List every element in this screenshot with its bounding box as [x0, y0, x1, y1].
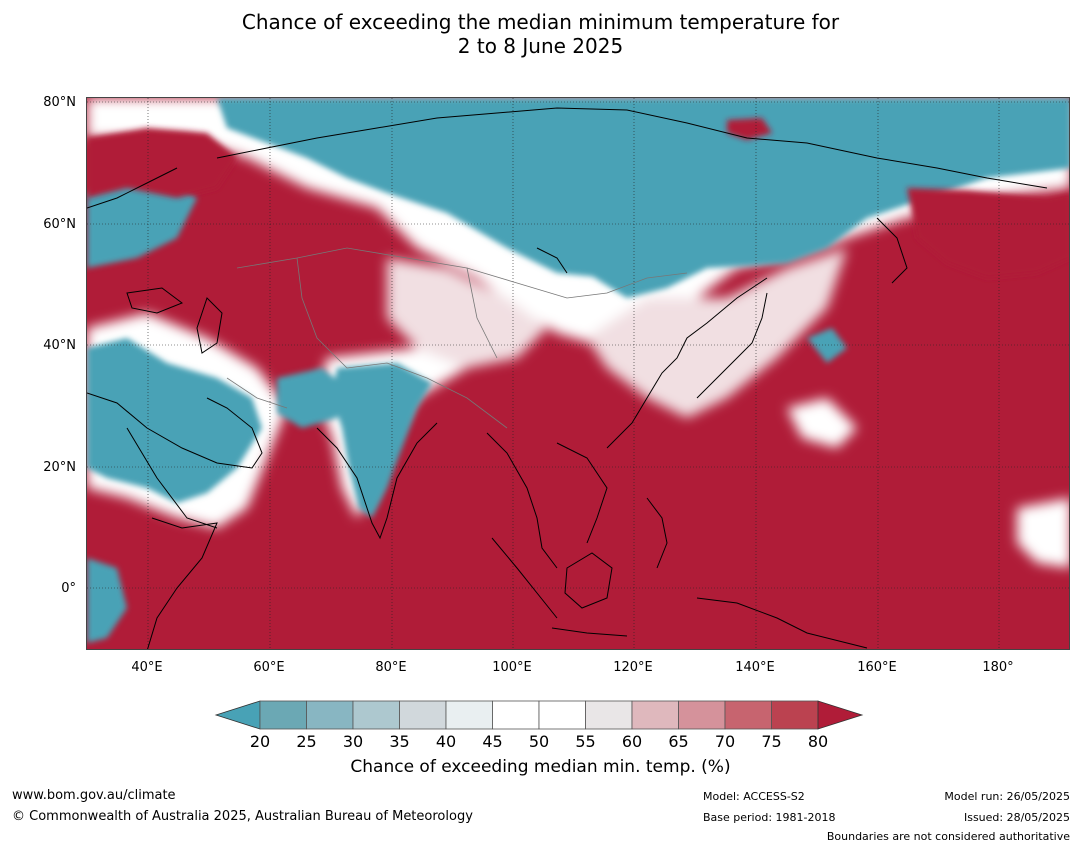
footer-issued: Issued: 28/05/2025	[963, 811, 1070, 824]
colorbar-segment	[259, 700, 307, 730]
colorbar-tick-label: 70	[714, 732, 736, 751]
colorbar	[214, 700, 864, 730]
colorbar-segment	[678, 700, 726, 730]
colorbar-tick-label: 65	[668, 732, 689, 751]
colorbar-segment	[399, 700, 447, 730]
below-median-regions	[87, 98, 1069, 643]
colorbar-segment	[771, 700, 819, 730]
lon-label-80e: 80°E	[375, 660, 407, 675]
lat-label-60n: 60°N	[43, 217, 76, 232]
colorbar-segment	[631, 700, 679, 730]
lon-label-160e: 160°E	[857, 660, 897, 675]
lon-label-40e: 40°E	[131, 660, 163, 675]
colorbar-tick-label: 60	[621, 732, 643, 751]
map-canvas	[87, 98, 1069, 649]
colorbar-segment	[585, 700, 633, 730]
lon-label-100e: 100°E	[492, 660, 532, 675]
lat-label-40n: 40°N	[43, 338, 76, 353]
colorbar-segment	[306, 700, 354, 730]
title-line-1: Chance of exceeding the median minimum t…	[241, 10, 840, 34]
lat-label-80n: 80°N	[43, 95, 76, 110]
colorbar-segment	[352, 700, 400, 730]
colorbar-segment	[492, 700, 540, 730]
lon-label-120e: 120°E	[613, 660, 653, 675]
colorbar-tick-label: 45	[482, 732, 503, 751]
coastlines	[87, 107, 1048, 649]
colorbar-tick-label: 40	[435, 732, 457, 751]
footer-copyright: © Commonwealth of Australia 2025, Austra…	[12, 809, 473, 824]
footer-model: Model: ACCESS-S2	[703, 790, 805, 803]
footer-model-run: Model run: 26/05/2025	[944, 790, 1070, 803]
colorbar-tick-label: 75	[761, 732, 782, 751]
colorbar-tick-label: 50	[528, 732, 550, 751]
colorbar-extend-high	[817, 700, 864, 730]
colorbar-segment	[445, 700, 493, 730]
colorbar-tick-label: 25	[296, 732, 317, 751]
colorbar-label: Chance of exceeding median min. temp. (%…	[350, 757, 731, 777]
colorbar-tick-label: 20	[249, 732, 271, 751]
footer-base-period: Base period: 1981-2018	[703, 811, 836, 824]
colorbar-segment	[538, 700, 586, 730]
colorbar-segment	[724, 700, 772, 730]
title-line-2: 2 to 8 June 2025	[457, 34, 624, 58]
borders	[226, 247, 688, 429]
colorbar-tick-label: 80	[807, 732, 829, 751]
lon-label-140e: 140°E	[735, 660, 775, 675]
footer-url[interactable]: www.bom.gov.au/climate	[12, 788, 176, 803]
lon-label-180: 180°	[982, 660, 1014, 675]
lon-label-60e: 60°E	[253, 660, 285, 675]
lat-label-0: 0°	[61, 581, 76, 596]
colorbar-tick-label: 35	[389, 732, 410, 751]
footer-boundaries-note: Boundaries are not considered authoritat…	[826, 830, 1070, 843]
above-median-north-patches	[87, 118, 1069, 278]
forecast-map	[86, 97, 1070, 650]
graticule	[87, 98, 1069, 649]
colorbar-tick-label: 30	[342, 732, 364, 751]
colorbar-extend-low	[214, 700, 261, 730]
chart-title: Chance of exceeding the median minimum t…	[0, 10, 1081, 58]
lat-label-20n: 20°N	[43, 460, 76, 475]
colorbar-tick-label: 55	[575, 732, 596, 751]
